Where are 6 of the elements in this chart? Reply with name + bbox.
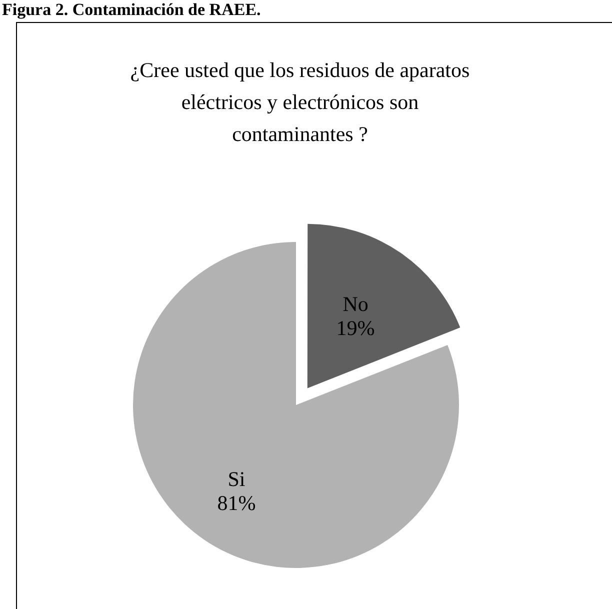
data-label: 81% bbox=[217, 491, 256, 516]
slice-label: No bbox=[342, 292, 368, 316]
chart-title: ¿Cree usted que los residuos de aparatos eléctricos y electrónicos son contaminantes ? bbox=[129, 57, 471, 148]
slice-label: Si bbox=[228, 467, 246, 492]
data-label: 19% bbox=[336, 316, 375, 340]
text: Figura 2. Contaminación de RAEE. bbox=[2, 0, 261, 20]
